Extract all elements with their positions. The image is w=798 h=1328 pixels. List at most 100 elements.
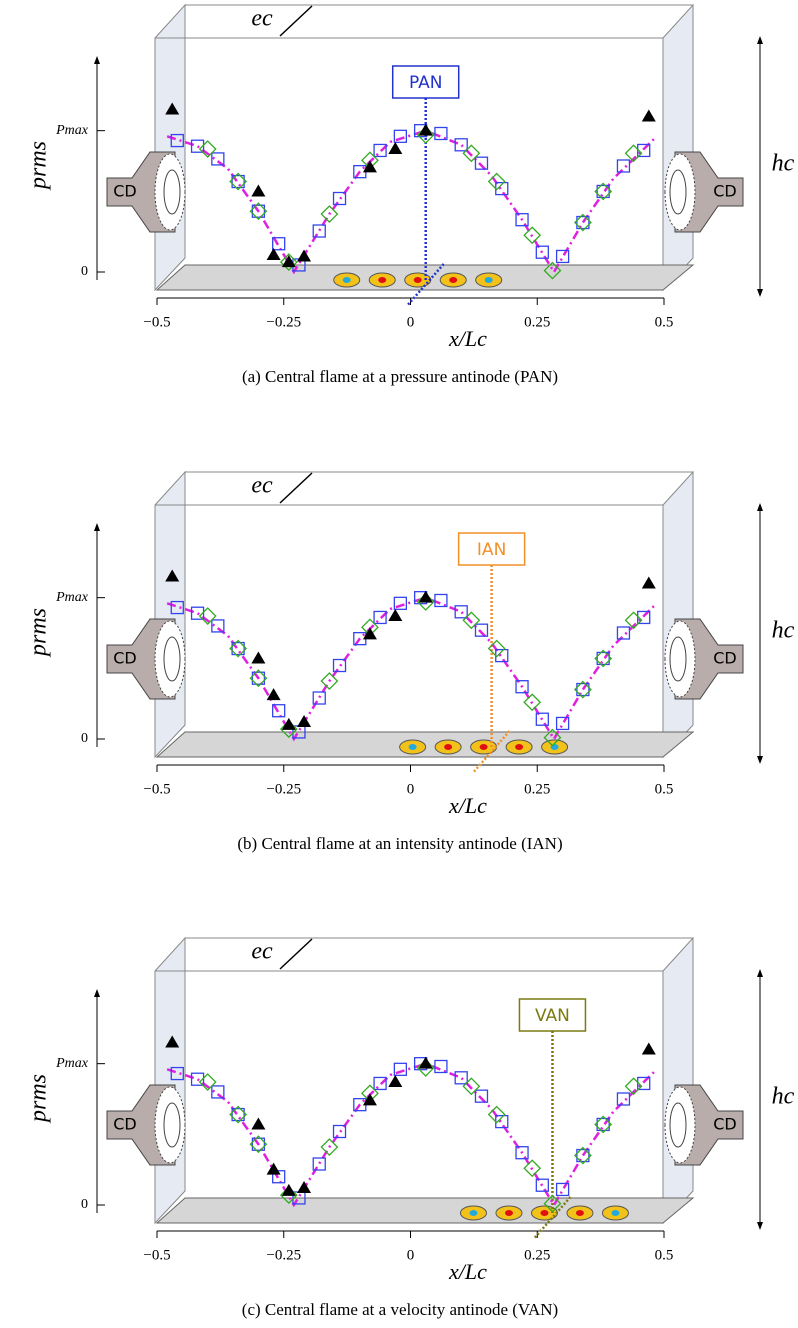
x-tick-label: 0 bbox=[407, 314, 415, 330]
mode-line bbox=[166, 596, 655, 742]
square-marker bbox=[637, 610, 651, 625]
annotation-line bbox=[533, 1196, 572, 1239]
triangle-marker bbox=[251, 1117, 266, 1130]
annotation-box bbox=[518, 998, 587, 1032]
diamond-marker bbox=[462, 144, 481, 163]
square-marker bbox=[535, 1178, 549, 1192]
square-marker bbox=[312, 1157, 326, 1171]
triangle-marker bbox=[641, 109, 656, 122]
square-marker bbox=[637, 143, 651, 158]
diamond-marker bbox=[320, 672, 339, 690]
x-tick-label: −0.25 bbox=[266, 314, 301, 330]
triangle-marker bbox=[388, 609, 403, 622]
x-tick-label: 0.5 bbox=[655, 781, 674, 797]
x-tick-label: 0 bbox=[407, 1247, 415, 1263]
cd-device bbox=[106, 618, 186, 700]
cd-hole bbox=[669, 169, 687, 215]
square-marker bbox=[474, 156, 489, 170]
flame-core bbox=[378, 277, 387, 283]
diamond-marker bbox=[229, 1105, 248, 1124]
cd-device bbox=[664, 151, 744, 233]
square-marker bbox=[596, 1117, 610, 1132]
diamond-marker bbox=[320, 205, 339, 223]
square-marker bbox=[596, 651, 610, 666]
y-tick-label: Pmax bbox=[55, 1056, 89, 1071]
x-axis-label: x/Lc bbox=[448, 326, 487, 351]
flame-core bbox=[504, 1210, 513, 1216]
cd-device bbox=[106, 1084, 186, 1166]
mode-line bbox=[166, 129, 655, 275]
square-marker bbox=[231, 174, 245, 189]
square-marker bbox=[434, 126, 448, 141]
cd-label: CD bbox=[113, 182, 137, 201]
triangle-marker bbox=[281, 717, 296, 730]
y-tick-label: Pmax bbox=[55, 590, 89, 605]
square-marker bbox=[312, 691, 326, 705]
x-tick-label: 0.5 bbox=[655, 1247, 674, 1263]
square-marker bbox=[637, 1076, 651, 1091]
x-tick-label: 0 bbox=[407, 781, 415, 797]
diamond-marker bbox=[573, 1146, 592, 1165]
cd-label: CD bbox=[113, 649, 137, 668]
square-marker bbox=[535, 712, 549, 726]
annotation-label: VAN bbox=[535, 1006, 570, 1026]
square-marker bbox=[454, 1071, 468, 1085]
triangle-marker bbox=[266, 1162, 281, 1175]
caption: (c) Central flame at a velocity antinode… bbox=[242, 1300, 558, 1319]
square-marker bbox=[393, 1062, 408, 1076]
x-tick-label: −0.25 bbox=[266, 1247, 301, 1263]
square-marker bbox=[272, 1170, 286, 1184]
panel: CD CD 0 Pmax −0.5 −0.25 0 0.25 0.5 x/Lc prms hc ec IA… bbox=[26, 470, 795, 853]
depth-label: ec bbox=[251, 473, 273, 499]
x-tick-label: 0.5 bbox=[655, 314, 674, 330]
triangle-marker bbox=[165, 569, 180, 582]
cd-hole bbox=[163, 169, 181, 215]
x-tick-label: 0.25 bbox=[524, 781, 550, 797]
triangle-marker bbox=[251, 651, 266, 664]
square-marker bbox=[515, 213, 529, 227]
triangle-marker bbox=[362, 1093, 377, 1106]
diamond-marker bbox=[594, 649, 613, 668]
square-marker bbox=[616, 626, 631, 640]
arrow bbox=[757, 289, 763, 297]
diamond-marker bbox=[487, 172, 506, 191]
square-marker bbox=[251, 671, 266, 685]
diamond-marker bbox=[198, 140, 217, 158]
y-axis-label: prms bbox=[26, 608, 52, 658]
diamond-marker bbox=[487, 639, 506, 658]
cd-hole bbox=[669, 636, 687, 682]
triangle-marker bbox=[165, 1035, 180, 1048]
square-marker bbox=[190, 1072, 205, 1086]
triangle-marker bbox=[297, 1181, 312, 1194]
cd-hole bbox=[163, 636, 181, 682]
square-marker bbox=[555, 249, 570, 264]
panel: CD CD 0 Pmax −0.5 −0.25 0 0.25 0.5 x/Lc prms hc ec PA… bbox=[26, 3, 795, 386]
square-marker bbox=[454, 605, 468, 619]
arrow bbox=[94, 523, 100, 531]
annotation-box bbox=[457, 532, 526, 566]
flame-core bbox=[484, 277, 493, 283]
diamond-marker bbox=[594, 1115, 613, 1134]
diamond-marker bbox=[249, 669, 268, 688]
square-marker bbox=[596, 184, 610, 199]
diamond-marker bbox=[229, 172, 248, 191]
square-marker bbox=[170, 133, 184, 148]
square-marker bbox=[312, 224, 326, 238]
square-marker bbox=[515, 680, 529, 694]
square-marker bbox=[272, 237, 286, 251]
panel: CD CD 0 Pmax −0.5 −0.25 0 0.25 0.5 x/Lc prms hc ec VA… bbox=[26, 936, 795, 1319]
cd-label: CD bbox=[113, 1115, 137, 1134]
height-label: hc bbox=[772, 618, 795, 644]
x-tick-label: −0.5 bbox=[143, 781, 170, 797]
triangle-marker bbox=[418, 1056, 433, 1069]
square-marker bbox=[272, 704, 286, 718]
triangle-marker bbox=[362, 160, 377, 173]
diamond-marker bbox=[624, 144, 643, 163]
annotation-line bbox=[406, 263, 445, 306]
square-marker bbox=[515, 1146, 529, 1160]
square-marker bbox=[576, 1148, 590, 1163]
diamond-marker bbox=[279, 253, 298, 272]
cd-label: CD bbox=[713, 649, 737, 668]
side-face bbox=[154, 936, 186, 1225]
